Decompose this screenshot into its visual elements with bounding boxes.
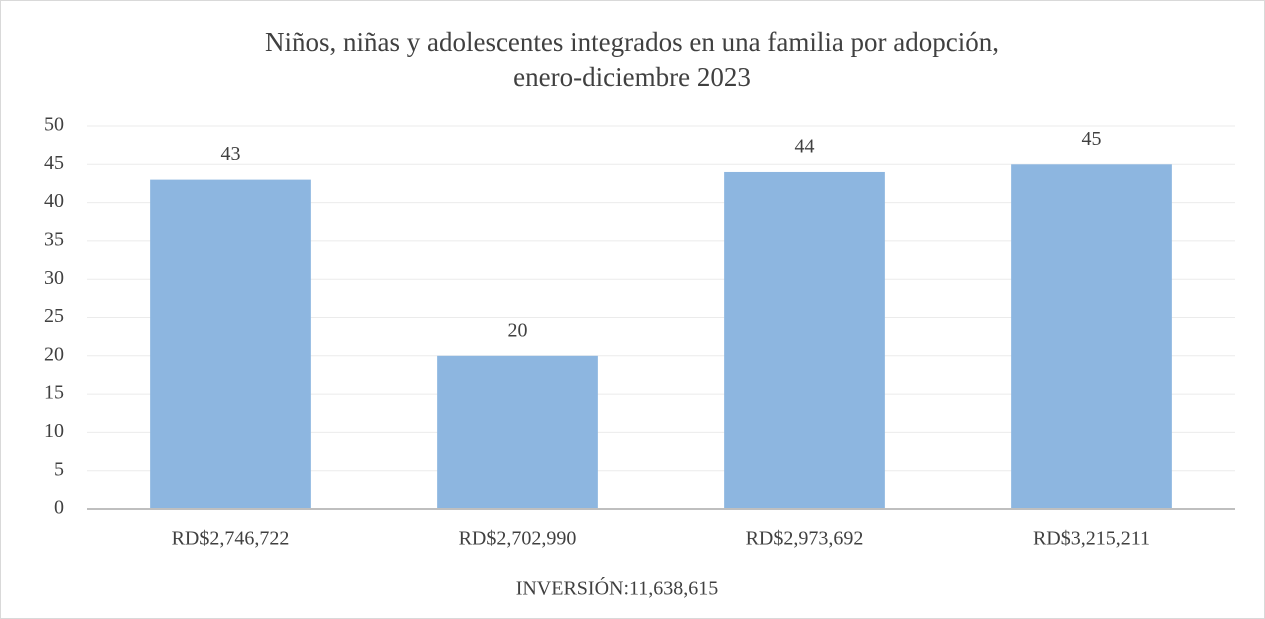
bar xyxy=(437,355,598,509)
data-label: 43 xyxy=(221,143,241,165)
bar xyxy=(1011,164,1172,510)
y-tick-label: 30 xyxy=(44,267,64,289)
y-tick-label: 10 xyxy=(44,420,64,442)
chart-title: Niños, niñas y adolescentes integrados e… xyxy=(265,27,999,57)
y-tick-label: 0 xyxy=(54,497,64,519)
data-label: 45 xyxy=(1082,128,1102,150)
y-tick-label: 25 xyxy=(44,305,64,327)
y-tick-label: 20 xyxy=(44,343,64,365)
x-tick-label: RD$2,746,722 xyxy=(172,528,290,550)
chart-title: enero-diciembre 2023 xyxy=(513,62,751,92)
data-label: 44 xyxy=(795,136,815,158)
y-tick-label: 45 xyxy=(44,152,64,174)
bar xyxy=(724,171,885,509)
y-tick-label: 50 xyxy=(44,114,64,136)
bar xyxy=(150,179,311,509)
x-tick-label: RD$3,215,211 xyxy=(1033,528,1150,550)
y-tick-label: 40 xyxy=(44,190,64,212)
y-tick-label: 5 xyxy=(54,458,64,480)
x-tick-label: RD$2,973,692 xyxy=(746,528,864,550)
x-tick-label: RD$2,702,990 xyxy=(459,528,577,550)
data-label: 20 xyxy=(508,319,528,341)
y-tick-label: 35 xyxy=(44,228,64,250)
x-axis-label: INVERSIÓN:11,638,615 xyxy=(516,576,719,600)
y-tick-label: 15 xyxy=(44,382,64,404)
